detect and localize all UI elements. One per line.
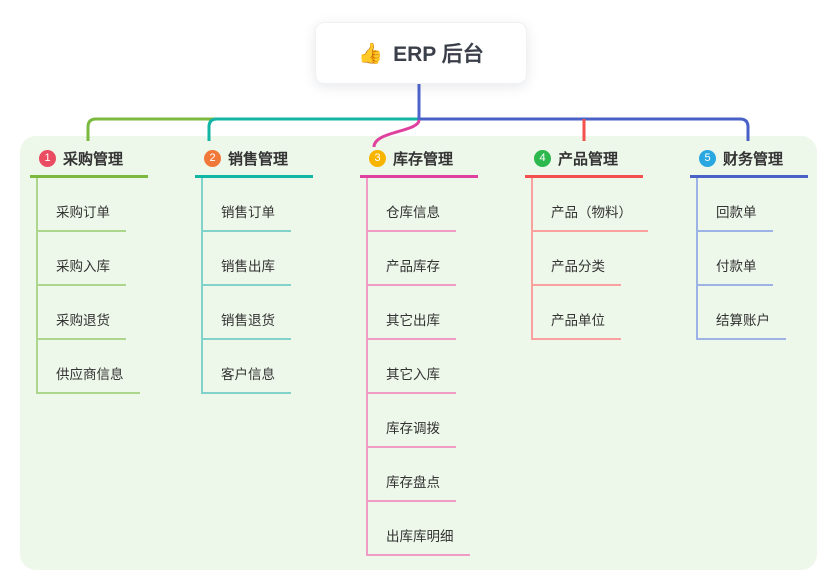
child-row: 销售退货 (203, 286, 291, 340)
child-row: 销售订单 (203, 178, 291, 232)
child-row: 供应商信息 (38, 340, 140, 394)
child-row: 产品单位 (533, 286, 648, 340)
branch-4: 4 产品管理 产品（物料） 产品分类 产品单位 (525, 146, 648, 340)
branch-children: 产品（物料） 产品分类 产品单位 (531, 178, 648, 340)
branch-label: 产品管理 (558, 150, 619, 168)
branch-number-badge: 5 (699, 149, 716, 167)
child-row: 出库库明细 (368, 502, 470, 556)
child-row: 结算账户 (698, 286, 786, 340)
branch-label: 采购管理 (63, 150, 124, 168)
child-node[interactable]: 销售订单 (203, 201, 291, 232)
branch-children: 回款单 付款单 结算账户 (696, 178, 786, 340)
branch-number-badge: 3 (369, 149, 386, 167)
branch-children: 销售订单 销售出库 销售退货 客户信息 (201, 178, 291, 394)
child-row: 销售出库 (203, 232, 291, 286)
child-node[interactable]: 产品（物料） (533, 201, 648, 232)
branch-number-badge: 1 (39, 149, 56, 167)
child-row: 其它出库 (368, 286, 470, 340)
child-row: 采购退货 (38, 286, 140, 340)
child-row: 产品分类 (533, 232, 648, 286)
child-node[interactable]: 其它出库 (368, 309, 456, 340)
child-node[interactable]: 销售出库 (203, 255, 291, 286)
child-node[interactable]: 采购入库 (38, 255, 126, 286)
child-row: 采购订单 (38, 178, 140, 232)
child-node[interactable]: 仓库信息 (368, 201, 456, 232)
child-node[interactable]: 库存调拨 (368, 417, 456, 448)
branch-children: 仓库信息 产品库存 其它出库 其它入库 库存调拨 库存盘点 出库库明细 (366, 178, 470, 556)
thumbs-up-icon: 👍 (358, 42, 384, 65)
branch-label: 库存管理 (393, 150, 454, 168)
branch-label: 财务管理 (723, 150, 784, 168)
root-title: ERP 后台 (393, 43, 484, 66)
child-row: 库存盘点 (368, 448, 470, 502)
child-row: 产品（物料） (533, 178, 648, 232)
child-node[interactable]: 库存盘点 (368, 471, 456, 502)
child-row: 仓库信息 (368, 178, 470, 232)
child-node[interactable]: 供应商信息 (38, 363, 140, 394)
child-row: 产品库存 (368, 232, 470, 286)
child-node[interactable]: 结算账户 (698, 309, 786, 340)
branch-node[interactable]: 1 采购管理 (30, 146, 148, 178)
child-node[interactable]: 出库库明细 (368, 525, 470, 556)
branch-node[interactable]: 4 产品管理 (525, 146, 643, 178)
child-node[interactable]: 采购退货 (38, 309, 126, 340)
branch-2: 2 销售管理 销售订单 销售出库 销售退货 客户信息 (195, 146, 313, 394)
branch-label: 销售管理 (228, 150, 289, 168)
child-node[interactable]: 其它入库 (368, 363, 456, 394)
root-node[interactable]: 👍 ERP 后台 (315, 22, 527, 84)
child-row: 采购入库 (38, 232, 140, 286)
child-node[interactable]: 回款单 (698, 201, 773, 232)
branch-5: 5 财务管理 回款单 付款单 结算账户 (690, 146, 808, 340)
child-row: 其它入库 (368, 340, 470, 394)
branch-node[interactable]: 2 销售管理 (195, 146, 313, 178)
child-node[interactable]: 销售退货 (203, 309, 291, 340)
child-node[interactable]: 客户信息 (203, 363, 291, 394)
child-node[interactable]: 采购订单 (38, 201, 126, 232)
child-row: 库存调拨 (368, 394, 470, 448)
child-node[interactable]: 付款单 (698, 255, 773, 286)
branch-number-badge: 2 (204, 149, 221, 167)
branch-node[interactable]: 3 库存管理 (360, 146, 478, 178)
branch-children: 采购订单 采购入库 采购退货 供应商信息 (36, 178, 140, 394)
branch-1: 1 采购管理 采购订单 采购入库 采购退货 供应商信息 (30, 146, 148, 394)
child-row: 客户信息 (203, 340, 291, 394)
child-row: 回款单 (698, 178, 786, 232)
child-node[interactable]: 产品单位 (533, 309, 621, 340)
child-node[interactable]: 产品库存 (368, 255, 456, 286)
branch-node[interactable]: 5 财务管理 (690, 146, 808, 178)
child-node[interactable]: 产品分类 (533, 255, 621, 286)
branch-number-badge: 4 (534, 149, 551, 167)
child-row: 付款单 (698, 232, 786, 286)
branches-panel-background (20, 136, 817, 570)
branch-3: 3 库存管理 仓库信息 产品库存 其它出库 其它入库 库存调拨 库存盘点 出库库… (360, 146, 478, 556)
